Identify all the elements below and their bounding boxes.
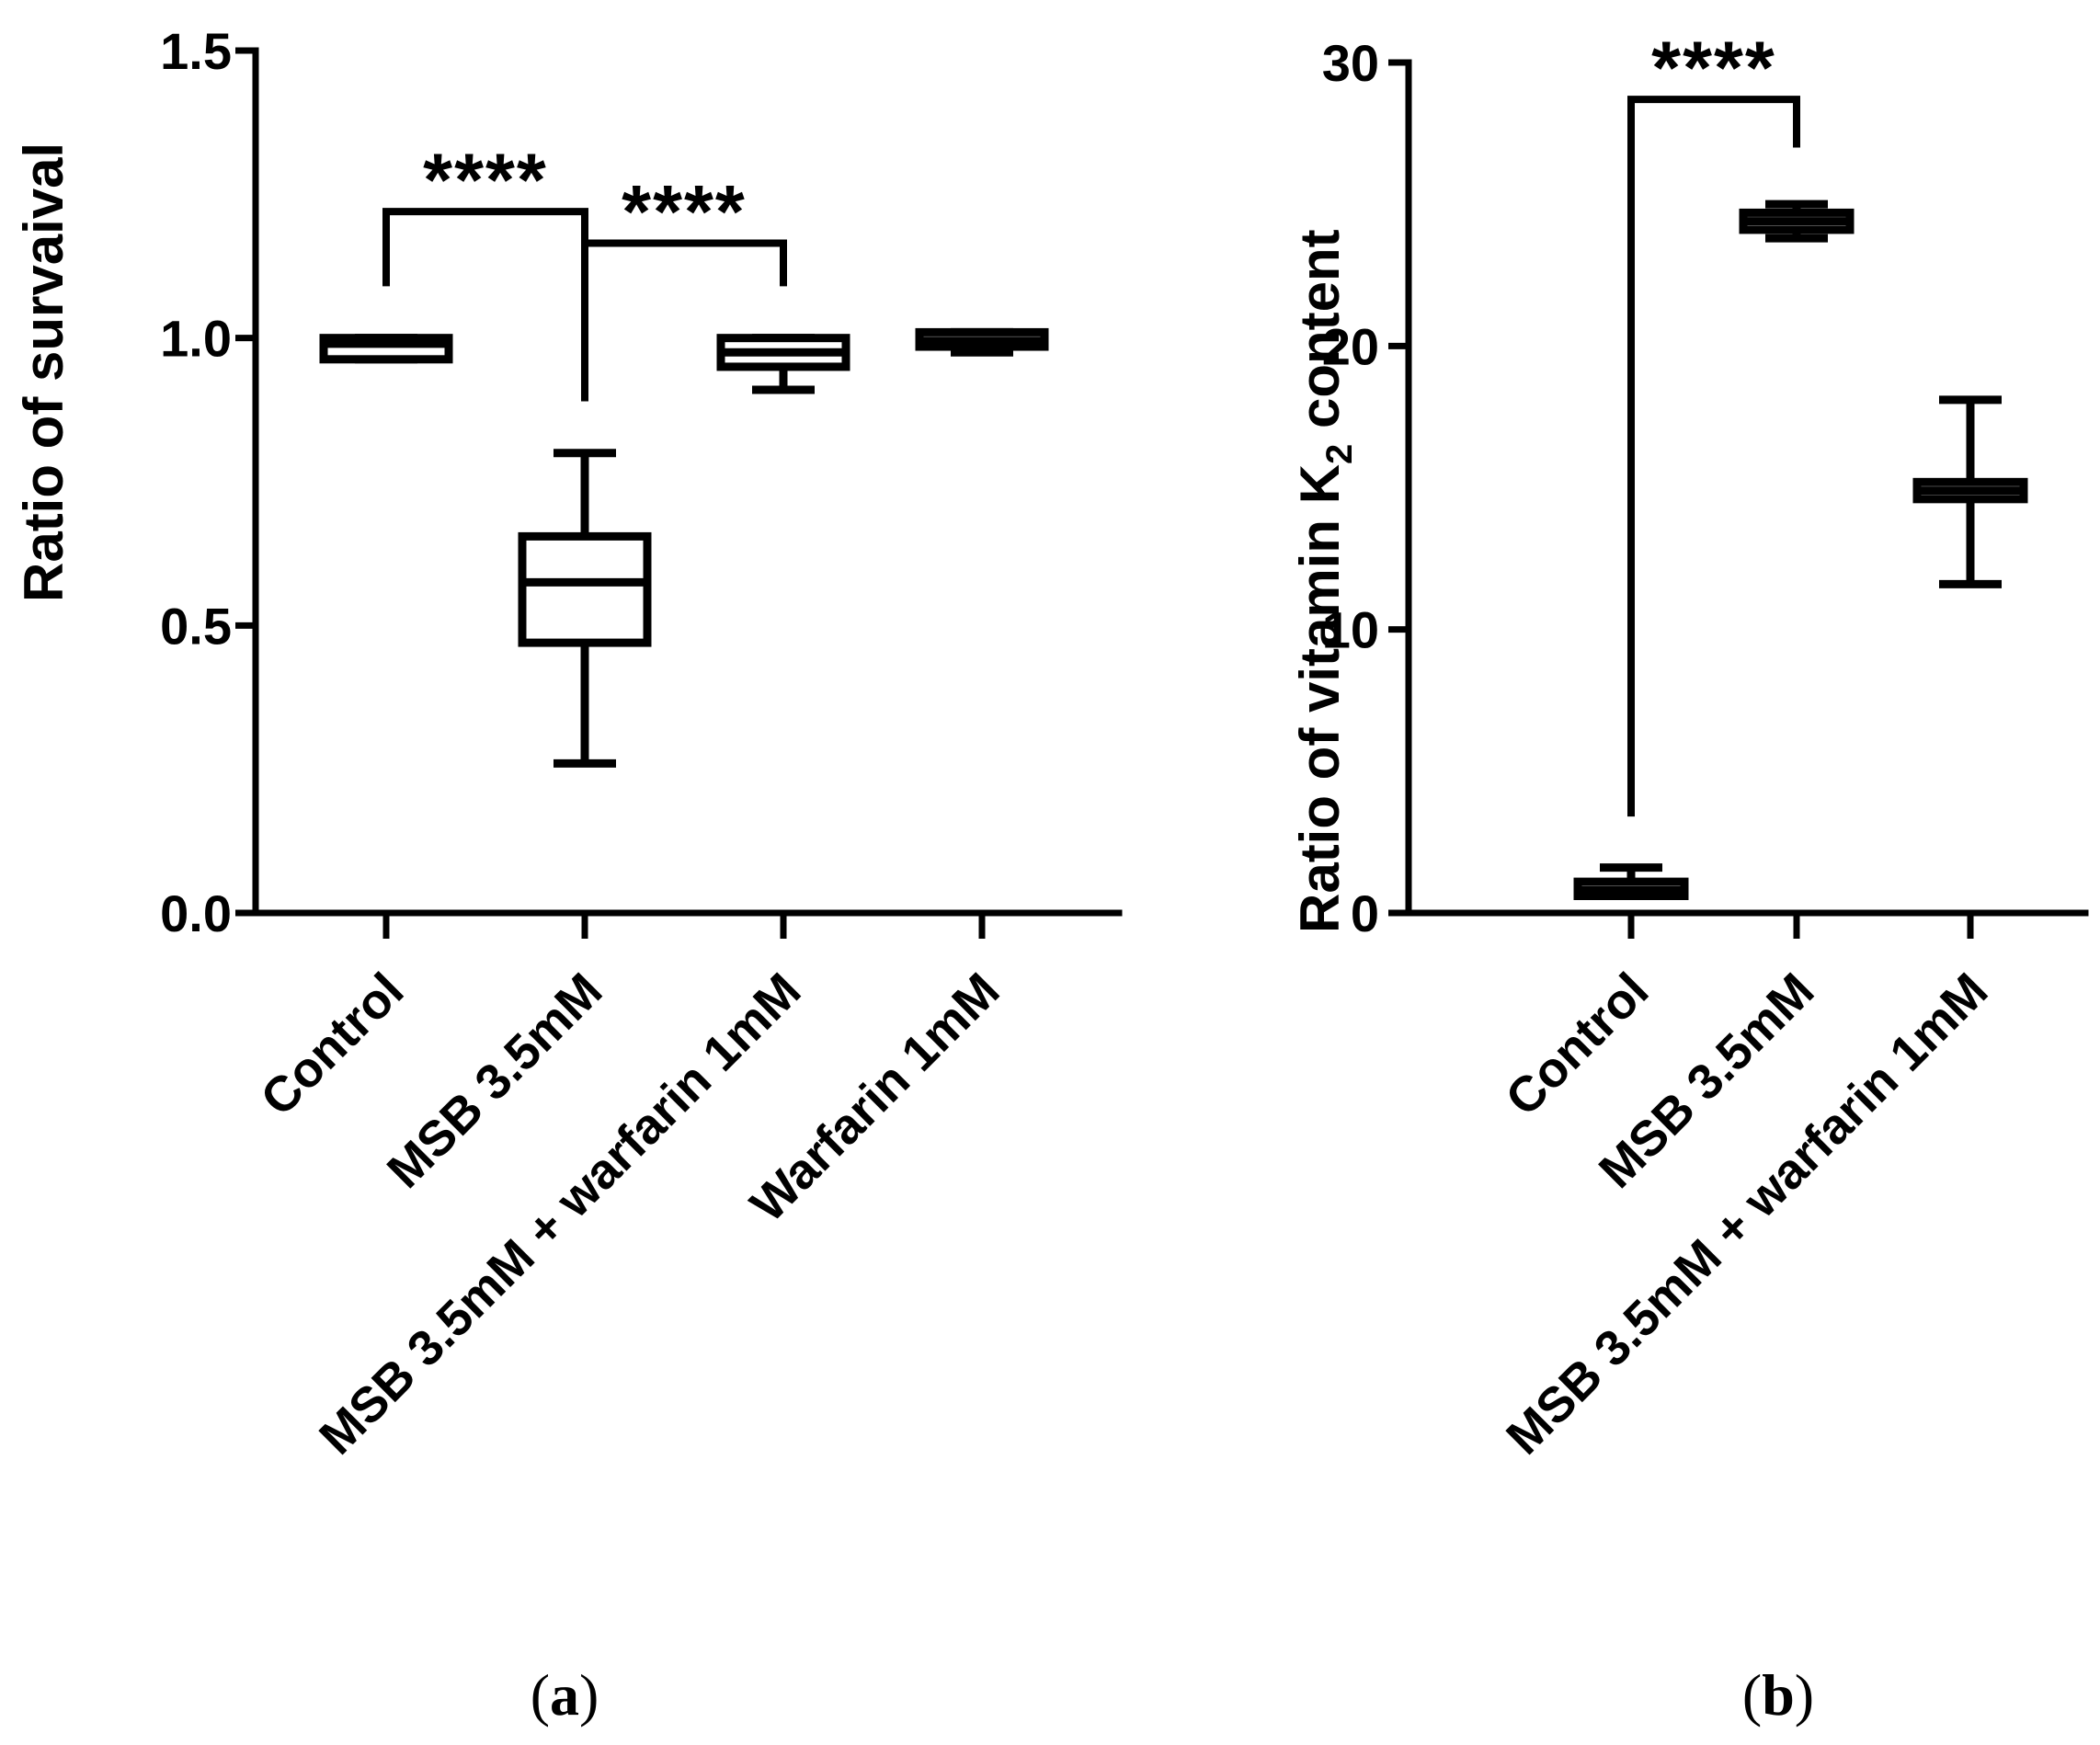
panel-b-y-tick-label: 10 (1322, 601, 1379, 659)
significance-stars: **** (423, 139, 548, 222)
panel-a-y-tick-label: 0.0 (160, 884, 232, 942)
panel-a-box-1 (319, 334, 453, 364)
bracket-line (581, 239, 787, 402)
panel-a-box-3 (716, 334, 850, 394)
panel-b-boxes (1573, 200, 2028, 900)
panel-a-y-axis-title: Ratio of survaival (13, 143, 74, 602)
panel-b-box-1 (1573, 863, 1689, 900)
panel-a-y-tick-label: 0.5 (160, 597, 232, 655)
panel-a-y-tick-label: 1.0 (160, 310, 232, 368)
panel-b-y-axis-title: Ratio of vitamin K2 content (1289, 229, 1360, 933)
panel-b-significance: **** (1627, 27, 1800, 817)
bracket-line (1627, 96, 1800, 817)
panel-a-significance: **** **** (382, 139, 787, 402)
panel-a-significance-bracket-2: **** (581, 170, 787, 402)
panel-b-y-tick-label: 30 (1322, 34, 1379, 92)
panel-b-label: (b) (1742, 1662, 1814, 1728)
panel-a-box-4 (915, 327, 1049, 357)
panel-a-y-tick-label: 1.5 (160, 22, 232, 80)
panel-a-label: (a) (531, 1662, 599, 1728)
panel-b-category-label: Control (1495, 963, 1659, 1126)
panel-a-box-2 (518, 449, 652, 768)
panel-a-category-label: Control (250, 963, 414, 1126)
significance-stars: **** (1651, 27, 1776, 110)
panel-b-significance-bracket-1: **** (1627, 27, 1800, 817)
panel-b-box-3 (1912, 395, 2028, 588)
panel-b-box-2 (1739, 200, 1855, 243)
iqr-box (518, 531, 652, 647)
significance-stars: **** (622, 170, 747, 254)
panel-a-boxes (319, 327, 1049, 768)
bracket-line (382, 208, 588, 402)
panel-b-y-tick-label: 20 (1322, 317, 1379, 375)
panel-b-y-tick-label: 0 (1351, 884, 1379, 942)
